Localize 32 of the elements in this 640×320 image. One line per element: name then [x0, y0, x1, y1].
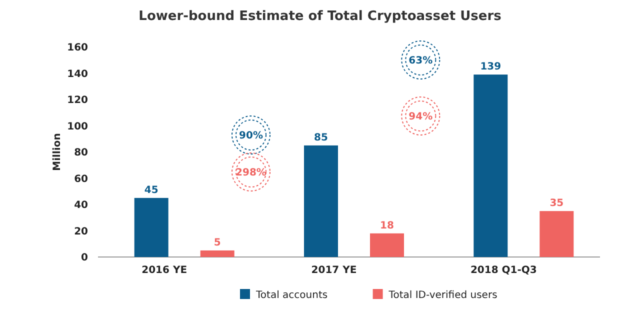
- x-tick-label: 2017 YE: [311, 265, 357, 276]
- annotation: 63%: [408, 56, 433, 66]
- data-label: 139: [480, 62, 502, 73]
- annotation: 90%: [239, 130, 263, 142]
- data-label: 18: [380, 220, 394, 232]
- bar: [370, 233, 404, 257]
- chart-title: Lower-bound Estimate of Total Cryptoasset Users: [138, 9, 502, 24]
- x-tick-label: 2016 YE: [142, 265, 188, 276]
- bar: [134, 198, 168, 257]
- y-tick-label: 160: [67, 42, 88, 54]
- data-label: 85: [314, 132, 328, 144]
- y-tick-label: 100: [67, 121, 88, 132]
- x-tick-label: 2018 Q1-Q3: [470, 265, 537, 276]
- y-tick-label: 80: [74, 148, 88, 158]
- bar: [474, 74, 508, 257]
- y-tick-label: 140: [67, 68, 88, 80]
- y-axis-title: Million: [52, 133, 63, 171]
- legend-label: Total ID-verified users: [388, 290, 498, 301]
- y-tick-label: 20: [74, 226, 88, 238]
- data-label: 5: [214, 237, 221, 248]
- y-tick-label: 0: [81, 252, 88, 264]
- y-tick-label: 40: [74, 200, 88, 211]
- data-label: 45: [144, 184, 158, 196]
- y-tick-label: 60: [74, 174, 88, 185]
- annotation: 298%: [236, 168, 266, 178]
- bar: [200, 250, 234, 257]
- annotation: 94%: [408, 112, 433, 122]
- bar: [304, 145, 338, 257]
- y-tick-label: 120: [67, 95, 88, 106]
- data-label: 35: [550, 198, 564, 210]
- bar: [540, 211, 574, 257]
- legend-label: Total accounts: [255, 290, 328, 301]
